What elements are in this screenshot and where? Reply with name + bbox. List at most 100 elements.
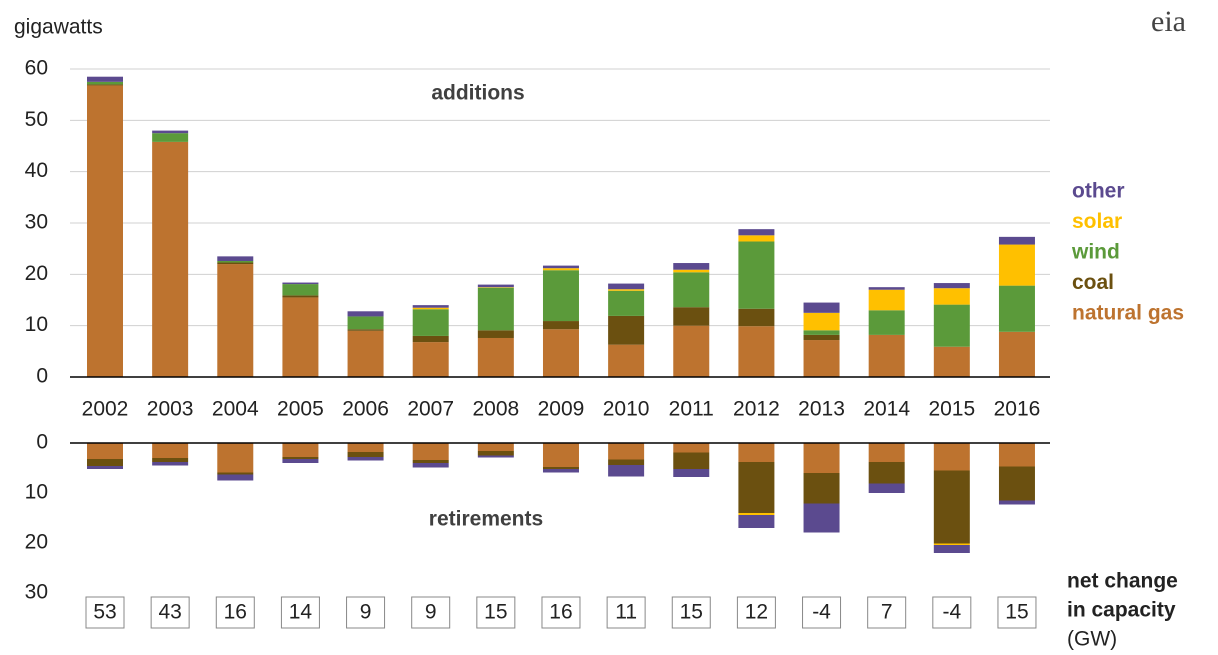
x-tick-label: 2007 <box>407 398 454 421</box>
bar-segment <box>542 467 579 469</box>
legend-entry: other <box>1072 180 1125 203</box>
bar-segment <box>152 462 189 466</box>
x-tick-label: 2016 <box>994 398 1041 421</box>
bar-segment <box>998 443 1035 467</box>
bar-segment <box>412 443 449 460</box>
net-value: 53 <box>93 601 116 624</box>
x-tick-label: 2004 <box>212 398 259 421</box>
bar-segment <box>738 462 775 513</box>
bar-segment <box>542 469 579 473</box>
net-box <box>85 596 125 629</box>
bar-segment <box>608 443 645 460</box>
bar-segment <box>412 305 449 308</box>
bar-segment <box>868 289 905 311</box>
net-box <box>802 596 842 629</box>
bar-segment <box>152 133 189 142</box>
bar-segment <box>87 81 123 85</box>
bar-segment <box>933 283 970 289</box>
bar-segment <box>608 283 645 290</box>
y-tick-label: 20 <box>25 262 48 285</box>
bar-segment <box>87 466 123 469</box>
net-box <box>280 596 320 629</box>
net-box <box>671 596 711 629</box>
net-box <box>606 596 646 629</box>
bar-segment <box>542 265 579 269</box>
bar-segment <box>477 287 514 331</box>
net-box <box>736 596 776 629</box>
bar-segment <box>217 262 254 265</box>
net-value: -4 <box>812 601 831 624</box>
bar-segment <box>933 545 970 553</box>
bar-segment <box>152 141 189 377</box>
bar-segment <box>477 330 514 338</box>
y-tick-label: 0 <box>36 431 48 454</box>
legend-entry: wind <box>1071 241 1120 264</box>
bar-segment <box>738 443 775 462</box>
bar-segment <box>998 500 1035 505</box>
net-value: 16 <box>224 601 247 624</box>
bar-segment <box>87 76 123 82</box>
bar-segment <box>87 443 123 459</box>
bar-segment <box>608 465 645 477</box>
bar-segment <box>673 263 710 270</box>
x-tick-label: 2011 <box>669 398 714 421</box>
net-value: 43 <box>158 601 181 624</box>
net-change-label: in capacity <box>1067 599 1176 622</box>
bar-segment <box>412 460 449 463</box>
bar-segment <box>868 483 905 493</box>
bar-segment <box>868 334 905 377</box>
bar-segment <box>152 443 189 458</box>
bar-segment <box>738 241 775 309</box>
net-value: 15 <box>680 601 703 624</box>
bar-segment <box>282 297 319 377</box>
bar-segment <box>868 287 905 290</box>
bar-segment <box>347 311 384 317</box>
bar-segment <box>477 284 514 288</box>
y-tick-label: 30 <box>25 211 48 234</box>
x-tick-label: 2010 <box>603 398 650 421</box>
y-tick-label: 30 <box>25 581 48 604</box>
x-tick-label: 2012 <box>733 398 780 421</box>
bar-segment <box>673 452 710 469</box>
bar-segment <box>673 443 710 453</box>
bar-segment <box>412 309 449 336</box>
legend-entry: solar <box>1072 210 1122 233</box>
bar-segment <box>803 503 840 533</box>
retirements-label: retirements <box>429 508 543 531</box>
bar-segment <box>412 307 449 310</box>
bar-segment <box>608 344 645 377</box>
x-tick-label: 2014 <box>863 398 910 421</box>
net-box <box>997 596 1037 629</box>
additions-label: additions <box>431 82 524 105</box>
bar-segment <box>217 256 254 261</box>
bar-segment <box>738 326 775 377</box>
bar-segment <box>217 264 254 377</box>
bar-segment <box>412 463 449 468</box>
bar-segment <box>803 302 840 313</box>
bar-segment <box>803 330 840 335</box>
net-box <box>476 596 516 629</box>
bar-segment <box>87 85 123 377</box>
bar-segment <box>673 469 710 477</box>
net-value: 14 <box>289 601 313 624</box>
bar-segment <box>477 443 514 451</box>
bar-segment <box>738 515 775 528</box>
bar-segment <box>738 235 775 242</box>
bar-segment <box>933 288 970 305</box>
bar-segment <box>673 272 710 308</box>
bar-segment <box>477 337 514 377</box>
bar-segment <box>412 335 449 343</box>
y-tick-label: 20 <box>25 531 48 554</box>
bar-segment <box>152 130 189 134</box>
bar-segment <box>347 457 384 461</box>
bar-segment <box>608 315 645 345</box>
bar-segment <box>803 312 840 331</box>
x-tick-label: 2013 <box>798 398 845 421</box>
net-box <box>346 596 386 629</box>
bar-segment <box>933 470 970 544</box>
legend-entry: coal <box>1072 271 1114 294</box>
bar-segment <box>217 474 254 481</box>
bar-segment <box>608 459 645 465</box>
x-tick-label: 2009 <box>538 398 585 421</box>
